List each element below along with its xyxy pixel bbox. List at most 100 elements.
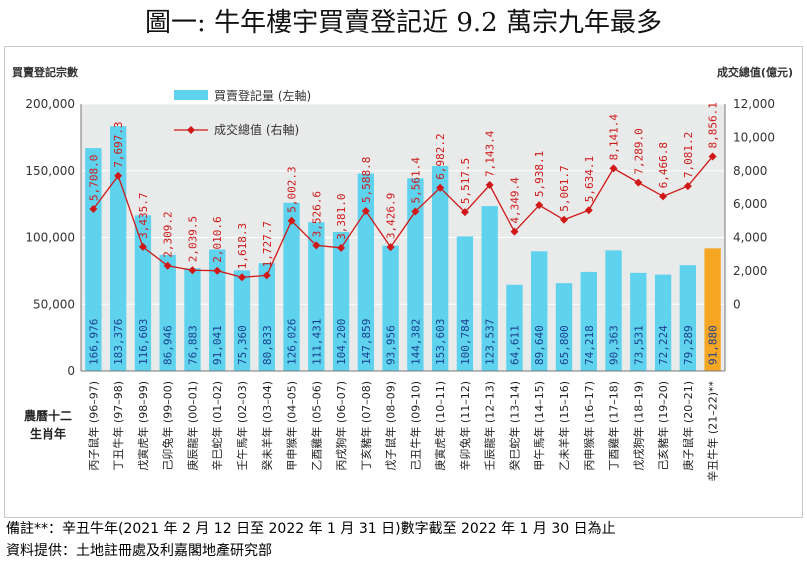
category-label: 丁亥豬年 (07–08) [359, 381, 373, 471]
bar [357, 173, 375, 371]
line-point [238, 273, 246, 282]
line-point [510, 227, 519, 236]
legend: 買賣登記量 (左軸) 成交總值 (右軸) [174, 88, 311, 137]
bar-value-label: 166,976 [87, 319, 100, 365]
line-value-label: 3,526.6 [310, 191, 323, 237]
bar-value-label: 72,224 [657, 325, 670, 365]
right-tick-label: 4,000 [733, 231, 767, 245]
bar-value-label: 90,363 [608, 325, 621, 365]
line-point [287, 216, 296, 225]
line-series-path [92, 156, 714, 278]
line-value-label: 1,727.7 [261, 221, 274, 267]
category-label: 庚辰龍年 (00–01) [185, 381, 199, 471]
line-value-label: 2,039.5 [186, 216, 199, 262]
line-point [683, 182, 692, 191]
bar-value-label: 74,218 [583, 325, 596, 365]
bar-value-label: 64,611 [508, 325, 521, 365]
bar [332, 231, 350, 371]
category-label: 乙未羊年 (15–16) [557, 381, 571, 471]
line-point [138, 242, 147, 251]
line-value-label: 5,517.5 [459, 158, 472, 204]
right-tick-label: 6,000 [733, 197, 767, 211]
bars: 166,976 183,376 116,603 86,946 76,883 91,041 7… [85, 126, 721, 371]
line-value-label: 5,561.4 [409, 157, 422, 204]
line-value-label: 3,381.0 [335, 193, 348, 239]
line-point [460, 208, 469, 217]
chart: 166,976 183,376 116,603 86,946 76,883 91,041 7… [12, 65, 793, 482]
line-value-label: 7,289.0 [632, 128, 645, 174]
bar-value-label: 80,833 [261, 325, 274, 365]
bar [233, 270, 251, 371]
bar-value-label: 91,880 [707, 325, 720, 365]
category-label: 癸巳蛇年 (13–14) [507, 381, 521, 471]
category-label: 壬辰龍年 (12–13) [483, 381, 497, 471]
category-label: 乙酉雞年 (05–06) [309, 381, 323, 471]
right-tick-label: 8,000 [733, 164, 767, 178]
line-point [485, 181, 494, 190]
bar [431, 165, 449, 371]
chart-title: 圖一: 牛年樓宇買賣登記近 9.2 萬宗九年最多 [145, 8, 662, 38]
bar-value-label: 79,289 [682, 325, 695, 365]
bar [630, 272, 647, 371]
bar-value-label: 147,859 [360, 319, 373, 365]
left-tick-label: 150,000 [25, 164, 75, 178]
line-point [708, 152, 717, 161]
axes: 0 50,000 100,000 150,000 200,000 0 2,000 4,000 6… [25, 97, 775, 378]
bar-value-label: 93,956 [385, 325, 398, 365]
category-label: 壬午馬年 (02–03) [235, 381, 249, 471]
left-tick-label: 50,000 [33, 297, 75, 311]
category-label: 戊寅虎年 (98–99) [136, 381, 150, 471]
line-point [659, 192, 668, 201]
line-point [213, 266, 222, 275]
bar [159, 254, 176, 371]
bar [555, 283, 573, 371]
category-label: 丙戌狗年 (06–07) [334, 381, 348, 471]
category-label: 甲午馬年 (14–15) [532, 381, 546, 471]
category-label: 辛丑牛年 (21–22)** [706, 381, 720, 482]
line-point [262, 271, 271, 280]
category-label: 己丑牛年 (09–10) [408, 381, 422, 471]
line-value-label: 5,938.1 [533, 151, 546, 197]
bar-value-label: 153,603 [434, 319, 447, 365]
bar-value-label: 111,431 [310, 319, 323, 365]
source-note: 資料提供：土地註冊處及利嘉閣地產研究部 [6, 543, 272, 559]
remark-note: 備註**：辛丑牛年(2021 年 2 月 12 日至 2022 年 1 月 31… [6, 521, 616, 537]
line-point [188, 266, 197, 275]
legend-line-marker [187, 126, 195, 134]
category-label: 丁丑牛年 (97–98) [111, 381, 125, 471]
category-label: 癸未羊年 (03–04) [260, 381, 274, 471]
left-tick-label: 0 [67, 364, 75, 378]
line-value-label: 1,618.3 [236, 223, 249, 269]
bar-value-label: 75,360 [236, 325, 249, 365]
category-label: 庚寅虎年 (10–11) [433, 381, 447, 471]
bar-value-label: 91,041 [211, 325, 224, 365]
bar [209, 249, 226, 371]
line-value-label: 7,143.4 [484, 130, 497, 177]
line-value-label: 6,982.2 [434, 133, 447, 179]
bar-value-label: 76,883 [186, 325, 199, 365]
bar-value-label: 65,800 [558, 325, 571, 365]
bar-value-label: 73,531 [632, 325, 645, 365]
bar-value-label: 104,200 [335, 319, 348, 365]
left-axis-title: 買賣登記宗數 [12, 65, 78, 79]
bar-value-label: 100,784 [459, 318, 472, 365]
line-value-label: 3,426.9 [385, 193, 398, 239]
line-point [361, 206, 370, 215]
category-labels: 丙子鼠年 (96–97) 丁丑牛年 (97–98) 戊寅虎年 (98–99) 己卯兔年… [86, 381, 719, 482]
bar [531, 251, 548, 371]
line-value-label: 8,856.1 [707, 102, 720, 148]
bar-value-label: 123,537 [484, 319, 497, 365]
bar-value-label: 116,603 [137, 319, 150, 365]
zodiac-axis-label-1: 農曆十二 [24, 408, 72, 423]
right-tick-label: 12,000 [733, 97, 775, 111]
bar [605, 250, 622, 371]
right-tick-label: 0 [733, 297, 741, 311]
category-label: 辛卯兔年 (11–12) [458, 381, 472, 471]
line-value-label: 5,708.0 [87, 155, 100, 201]
bar [184, 268, 201, 371]
line-point [411, 207, 420, 216]
line-point [163, 261, 172, 270]
bar-value-label: 183,376 [112, 319, 125, 365]
line-point [386, 243, 395, 252]
line-point [89, 204, 98, 213]
